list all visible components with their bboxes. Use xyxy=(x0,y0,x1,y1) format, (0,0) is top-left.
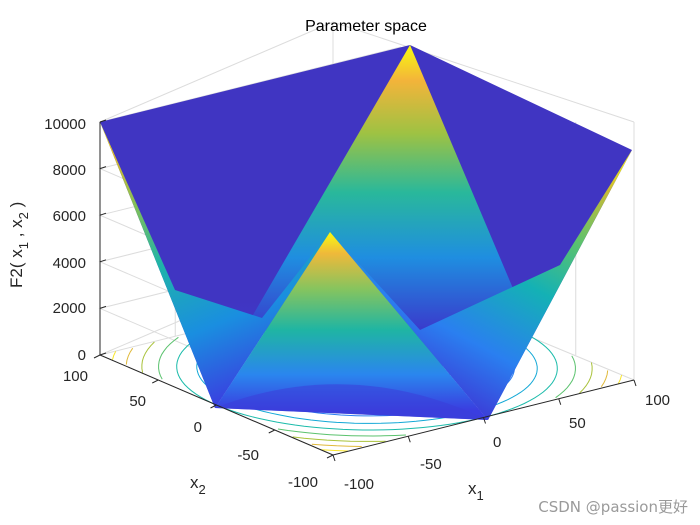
x-tick-mark xyxy=(407,436,411,443)
z-tick-mark xyxy=(99,352,107,356)
y-axis-label: x2 xyxy=(190,473,206,497)
watermark: CSDN @passion更好 xyxy=(538,498,688,516)
contour-line xyxy=(158,336,179,380)
z-tick-mark xyxy=(99,259,107,263)
y-tick-label: -100 xyxy=(288,474,318,491)
contour-line xyxy=(600,370,609,388)
tick-marks xyxy=(93,119,637,462)
x-tick-label: 0 xyxy=(493,434,501,451)
z-tick-labels: 0 2000 4000 6000 8000 10000 xyxy=(44,116,86,364)
surface-right-face xyxy=(330,150,632,420)
y-tick-label: -50 xyxy=(237,447,259,464)
surface xyxy=(100,45,632,420)
contour-line xyxy=(311,443,362,447)
y-tick-label: 100 xyxy=(63,368,88,385)
contour-line xyxy=(111,351,117,361)
surface-front-face xyxy=(215,232,488,420)
z-tick-mark xyxy=(99,119,107,123)
contour-line xyxy=(321,449,349,452)
y-tick-mark xyxy=(152,379,159,384)
y-tick-mark xyxy=(326,454,334,459)
y-tick-mark xyxy=(93,354,101,359)
contour-line xyxy=(555,355,576,399)
contour-line xyxy=(125,347,134,365)
z-tick-label: 4000 xyxy=(53,255,86,272)
contour-line xyxy=(617,374,623,384)
z-tick-mark xyxy=(99,166,107,170)
y-tick-mark xyxy=(210,404,217,409)
z-tick-label: 2000 xyxy=(53,300,86,317)
x-tick-label: 50 xyxy=(569,415,586,432)
chart-title: Parameter space xyxy=(305,18,427,35)
y-tick-labels: 100 50 0 -50 -100 xyxy=(63,368,318,491)
y-tick-mark xyxy=(268,429,275,434)
y-tick-label: 0 xyxy=(194,419,202,436)
y-tick-label: 50 xyxy=(129,393,146,410)
x-tick-label: 100 xyxy=(645,392,670,409)
z-tick-mark xyxy=(99,305,107,309)
contour-line xyxy=(277,428,406,437)
x-axis-label: x1 xyxy=(468,479,484,503)
x-tick-mark xyxy=(558,398,562,405)
z-axis-label: F2( x1 , x2 ) xyxy=(7,202,31,288)
surface-front-saddle xyxy=(215,384,488,420)
x-tick-mark xyxy=(483,417,486,424)
z-tick-label: 8000 xyxy=(53,162,86,179)
z-tick-mark xyxy=(99,212,107,216)
z-tick-label: 6000 xyxy=(53,208,86,225)
surface-left-face xyxy=(100,122,330,408)
contour-line xyxy=(292,436,386,442)
contour-line xyxy=(141,341,155,373)
contour-line xyxy=(579,362,593,394)
x-tick-label: -100 xyxy=(344,476,374,493)
x-tick-label: -50 xyxy=(420,456,442,473)
x-tick-mark xyxy=(633,379,637,387)
z-tick-label: 0 xyxy=(78,347,86,364)
z-tick-label: 10000 xyxy=(44,116,86,133)
x-tick-labels: -100 -50 0 50 100 xyxy=(344,392,670,493)
x-tick-mark xyxy=(332,454,336,462)
